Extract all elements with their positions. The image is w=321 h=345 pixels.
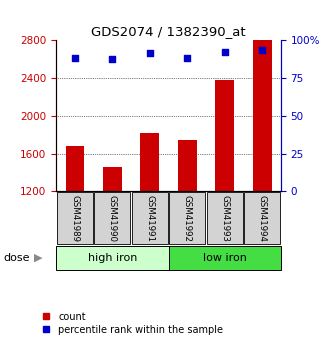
Bar [244,192,280,244]
Text: dose: dose [3,253,30,263]
Text: GSM41994: GSM41994 [258,195,267,242]
Bar [207,192,243,244]
Bar [65,146,84,191]
Text: GSM41990: GSM41990 [108,195,117,242]
Point [72,55,77,61]
Bar [57,192,93,244]
Point [185,55,190,61]
Point [260,48,265,53]
Title: GDS2074 / 1382390_at: GDS2074 / 1382390_at [91,26,246,39]
Bar [178,140,196,191]
Bar [215,80,234,191]
Bar [132,192,168,244]
Text: low iron: low iron [203,253,247,263]
Text: ▶: ▶ [34,253,42,263]
Bar [253,40,272,191]
Text: GSM41993: GSM41993 [220,195,229,242]
Bar [103,167,122,191]
Text: high iron: high iron [88,253,137,263]
Legend: count, percentile rank within the sample: count, percentile rank within the sample [37,308,227,338]
Bar [141,133,159,191]
Point [110,57,115,62]
Text: GSM41989: GSM41989 [70,195,79,242]
Bar [56,246,169,269]
Point [147,51,152,56]
Text: GSM41991: GSM41991 [145,195,154,242]
Bar [94,192,130,244]
Bar [169,246,281,269]
Point [222,49,227,55]
Text: GSM41992: GSM41992 [183,195,192,242]
Bar [169,192,205,244]
